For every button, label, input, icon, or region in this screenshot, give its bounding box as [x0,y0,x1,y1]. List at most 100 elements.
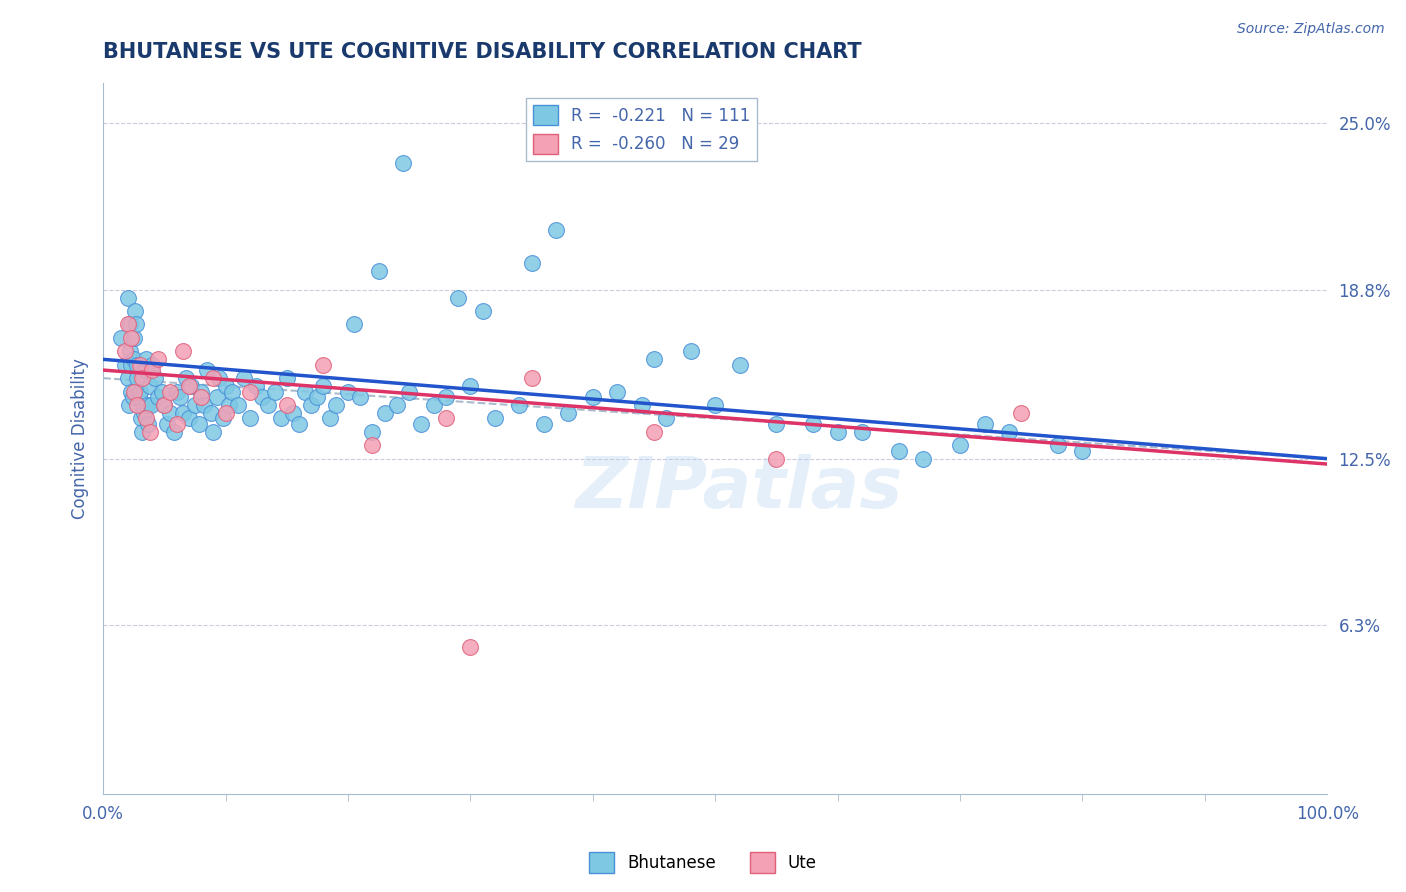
Point [374,406,396,420]
Point [887,443,910,458]
Point [143,371,166,385]
Point [156,417,179,431]
Point [318,411,340,425]
Point [121,390,143,404]
Point [281,406,304,420]
Point [208,371,231,385]
Legend: Bhutanese, Ute: Bhutanese, Ute [582,846,824,880]
Point [434,390,457,404]
Point [343,318,366,332]
Point [520,255,543,269]
Point [349,390,371,404]
Point [128,384,150,399]
Point [226,398,249,412]
Point [176,371,198,385]
Point [135,352,157,367]
Point [187,417,209,431]
Point [801,417,824,431]
Point [851,425,873,439]
Point [159,406,181,420]
Point [276,398,298,412]
Text: BHUTANESE VS UTE COGNITIVE DISABILITY CORRELATION CHART: BHUTANESE VS UTE COGNITIVE DISABILITY CO… [103,42,862,62]
Point [132,406,155,420]
Point [128,390,150,404]
Point [765,451,787,466]
Point [135,411,157,425]
Point [973,417,995,431]
Point [177,411,200,425]
Point [312,358,335,372]
Point [180,379,202,393]
Point [177,379,200,393]
Point [141,358,163,372]
Point [131,425,153,439]
Point [195,363,218,377]
Point [202,371,225,385]
Point [385,398,408,412]
Point [655,411,678,425]
Point [288,417,311,431]
Point [912,451,935,466]
Point [533,417,555,431]
Point [949,438,972,452]
Point [212,411,235,425]
Point [679,344,702,359]
Point [200,406,222,420]
Point [184,398,207,412]
Point [630,398,652,412]
Point [460,379,482,393]
Point [544,223,567,237]
Point [299,398,322,412]
Point [190,390,212,404]
Point [827,425,849,439]
Point [153,398,176,412]
Text: Source: ZipAtlas.com: Source: ZipAtlas.com [1237,22,1385,37]
Point [582,390,605,404]
Point [447,291,470,305]
Point [117,371,139,385]
Point [239,384,262,399]
Point [312,379,335,393]
Point [169,390,191,404]
Point [153,398,176,412]
Point [202,425,225,439]
Point [484,411,506,425]
Point [398,384,420,399]
Point [127,398,149,412]
Point [131,371,153,385]
Point [1046,438,1069,452]
Point [110,331,132,345]
Point [114,344,136,359]
Point [193,398,215,412]
Point [263,384,285,399]
Point [460,640,482,654]
Point [120,331,142,345]
Point [765,417,787,431]
Point [120,318,142,332]
Point [508,398,530,412]
Point [148,352,170,367]
Point [117,318,139,332]
Point [122,331,145,345]
Point [214,379,236,393]
Point [117,291,139,305]
Point [114,358,136,372]
Point [120,344,142,359]
Point [325,398,347,412]
Point [190,384,212,399]
Point [239,411,262,425]
Point [141,363,163,377]
Point [125,318,148,332]
Point [294,384,316,399]
Point [643,352,665,367]
Point [411,417,433,431]
Legend: R =  -0.221   N = 111, R =  -0.260   N = 29: R = -0.221 N = 111, R = -0.260 N = 29 [526,98,758,161]
Point [172,406,194,420]
Point [138,425,160,439]
Point [245,379,267,393]
Point [704,398,727,412]
Point [270,411,292,425]
Point [367,264,389,278]
Point [139,398,162,412]
Point [422,398,444,412]
